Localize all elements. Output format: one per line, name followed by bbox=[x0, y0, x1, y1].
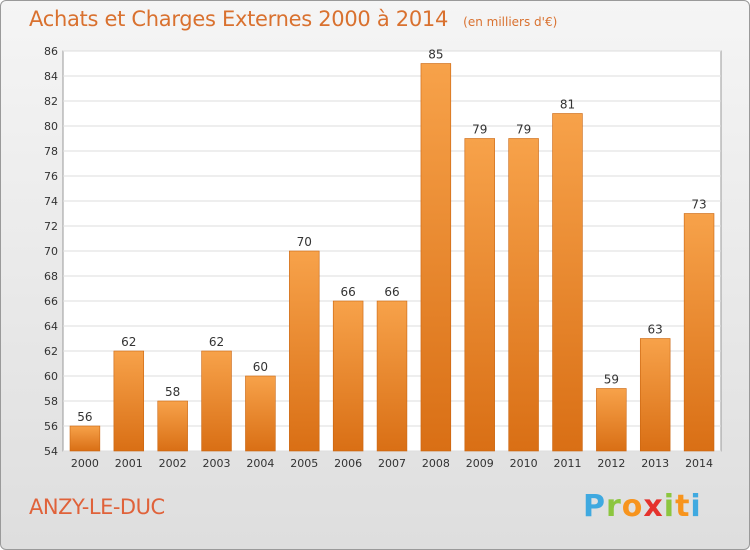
y-tick-label: 80 bbox=[44, 120, 58, 133]
bar-2001 bbox=[113, 350, 145, 452]
x-tick-label: 2011 bbox=[553, 457, 581, 470]
data-label: 60 bbox=[253, 360, 268, 374]
data-label: 58 bbox=[165, 385, 180, 399]
bar-2002 bbox=[157, 400, 188, 452]
bar-2009 bbox=[464, 138, 495, 452]
y-tick-label: 74 bbox=[44, 195, 58, 208]
data-label: 70 bbox=[297, 235, 312, 249]
data-label: 66 bbox=[340, 285, 355, 299]
x-tick-label: 2008 bbox=[422, 457, 450, 470]
data-label: 79 bbox=[516, 123, 531, 137]
brand-letter: i bbox=[690, 489, 702, 524]
brand-letter: o bbox=[621, 489, 644, 524]
brand-logo: Proxiti bbox=[583, 489, 702, 524]
y-tick-label: 62 bbox=[44, 345, 58, 358]
data-label: 81 bbox=[560, 98, 575, 112]
data-label: 79 bbox=[472, 123, 487, 137]
x-tick-label: 2006 bbox=[334, 457, 362, 470]
bar-2008 bbox=[420, 63, 452, 452]
y-tick-label: 78 bbox=[44, 145, 58, 158]
location-label: ANZY-LE-DUC bbox=[29, 495, 165, 519]
bar-2004 bbox=[245, 375, 276, 452]
data-label: 63 bbox=[648, 323, 663, 337]
brand-letter: i bbox=[663, 489, 676, 524]
brand-letter: r bbox=[606, 489, 622, 524]
chart-header: Achats et Charges Externes 2000 à 2014 (… bbox=[29, 7, 557, 31]
y-tick-label: 66 bbox=[44, 295, 58, 308]
bar-2006 bbox=[332, 300, 364, 452]
x-tick-label: 2012 bbox=[597, 457, 625, 470]
brand-letter: P bbox=[583, 489, 606, 524]
bar-2003 bbox=[201, 350, 232, 452]
y-tick-label: 72 bbox=[44, 220, 58, 233]
x-tick-label: 2009 bbox=[466, 457, 494, 470]
data-label: 56 bbox=[77, 410, 92, 424]
chart-title: Achats et Charges Externes 2000 à 2014 bbox=[29, 7, 449, 31]
data-label: 62 bbox=[121, 335, 136, 349]
data-label: 73 bbox=[691, 198, 706, 212]
bar-2012 bbox=[596, 388, 627, 452]
data-label: 62 bbox=[209, 335, 224, 349]
y-tick-label: 70 bbox=[44, 245, 58, 258]
y-tick-label: 76 bbox=[44, 170, 58, 183]
bar-2014 bbox=[683, 213, 715, 452]
y-tick-label: 82 bbox=[44, 95, 58, 108]
y-tick-label: 60 bbox=[44, 370, 58, 383]
x-tick-label: 2007 bbox=[378, 457, 406, 470]
chart-subtitle: (en milliers d'€) bbox=[463, 15, 558, 29]
y-tick-label: 58 bbox=[44, 395, 58, 408]
bar-2013 bbox=[639, 338, 671, 452]
data-label: 66 bbox=[384, 285, 399, 299]
x-tick-label: 2014 bbox=[685, 457, 713, 470]
y-tick-label: 68 bbox=[44, 270, 58, 283]
x-tick-label: 2013 bbox=[641, 457, 669, 470]
data-label: 59 bbox=[604, 373, 619, 387]
x-tick-label: 2003 bbox=[203, 457, 231, 470]
y-tick-label: 54 bbox=[44, 445, 58, 458]
brand-letter: x bbox=[643, 489, 664, 524]
bar-2005 bbox=[289, 250, 320, 452]
data-label: 85 bbox=[428, 48, 443, 62]
x-tick-label: 2004 bbox=[246, 457, 274, 470]
y-tick-label: 86 bbox=[44, 45, 58, 58]
x-tick-label: 2002 bbox=[159, 457, 187, 470]
x-tick-label: 2000 bbox=[71, 457, 99, 470]
y-tick-label: 64 bbox=[44, 320, 58, 333]
bar-2007 bbox=[376, 300, 408, 452]
brand-letter: t bbox=[675, 489, 691, 524]
bar-2000 bbox=[69, 425, 101, 452]
bar-2010 bbox=[508, 138, 539, 452]
y-tick-label: 84 bbox=[44, 70, 58, 83]
bar-2011 bbox=[552, 113, 583, 452]
x-tick-label: 2001 bbox=[115, 457, 143, 470]
y-tick-label: 56 bbox=[44, 420, 58, 433]
x-tick-label: 2005 bbox=[290, 457, 318, 470]
x-tick-label: 2010 bbox=[510, 457, 538, 470]
